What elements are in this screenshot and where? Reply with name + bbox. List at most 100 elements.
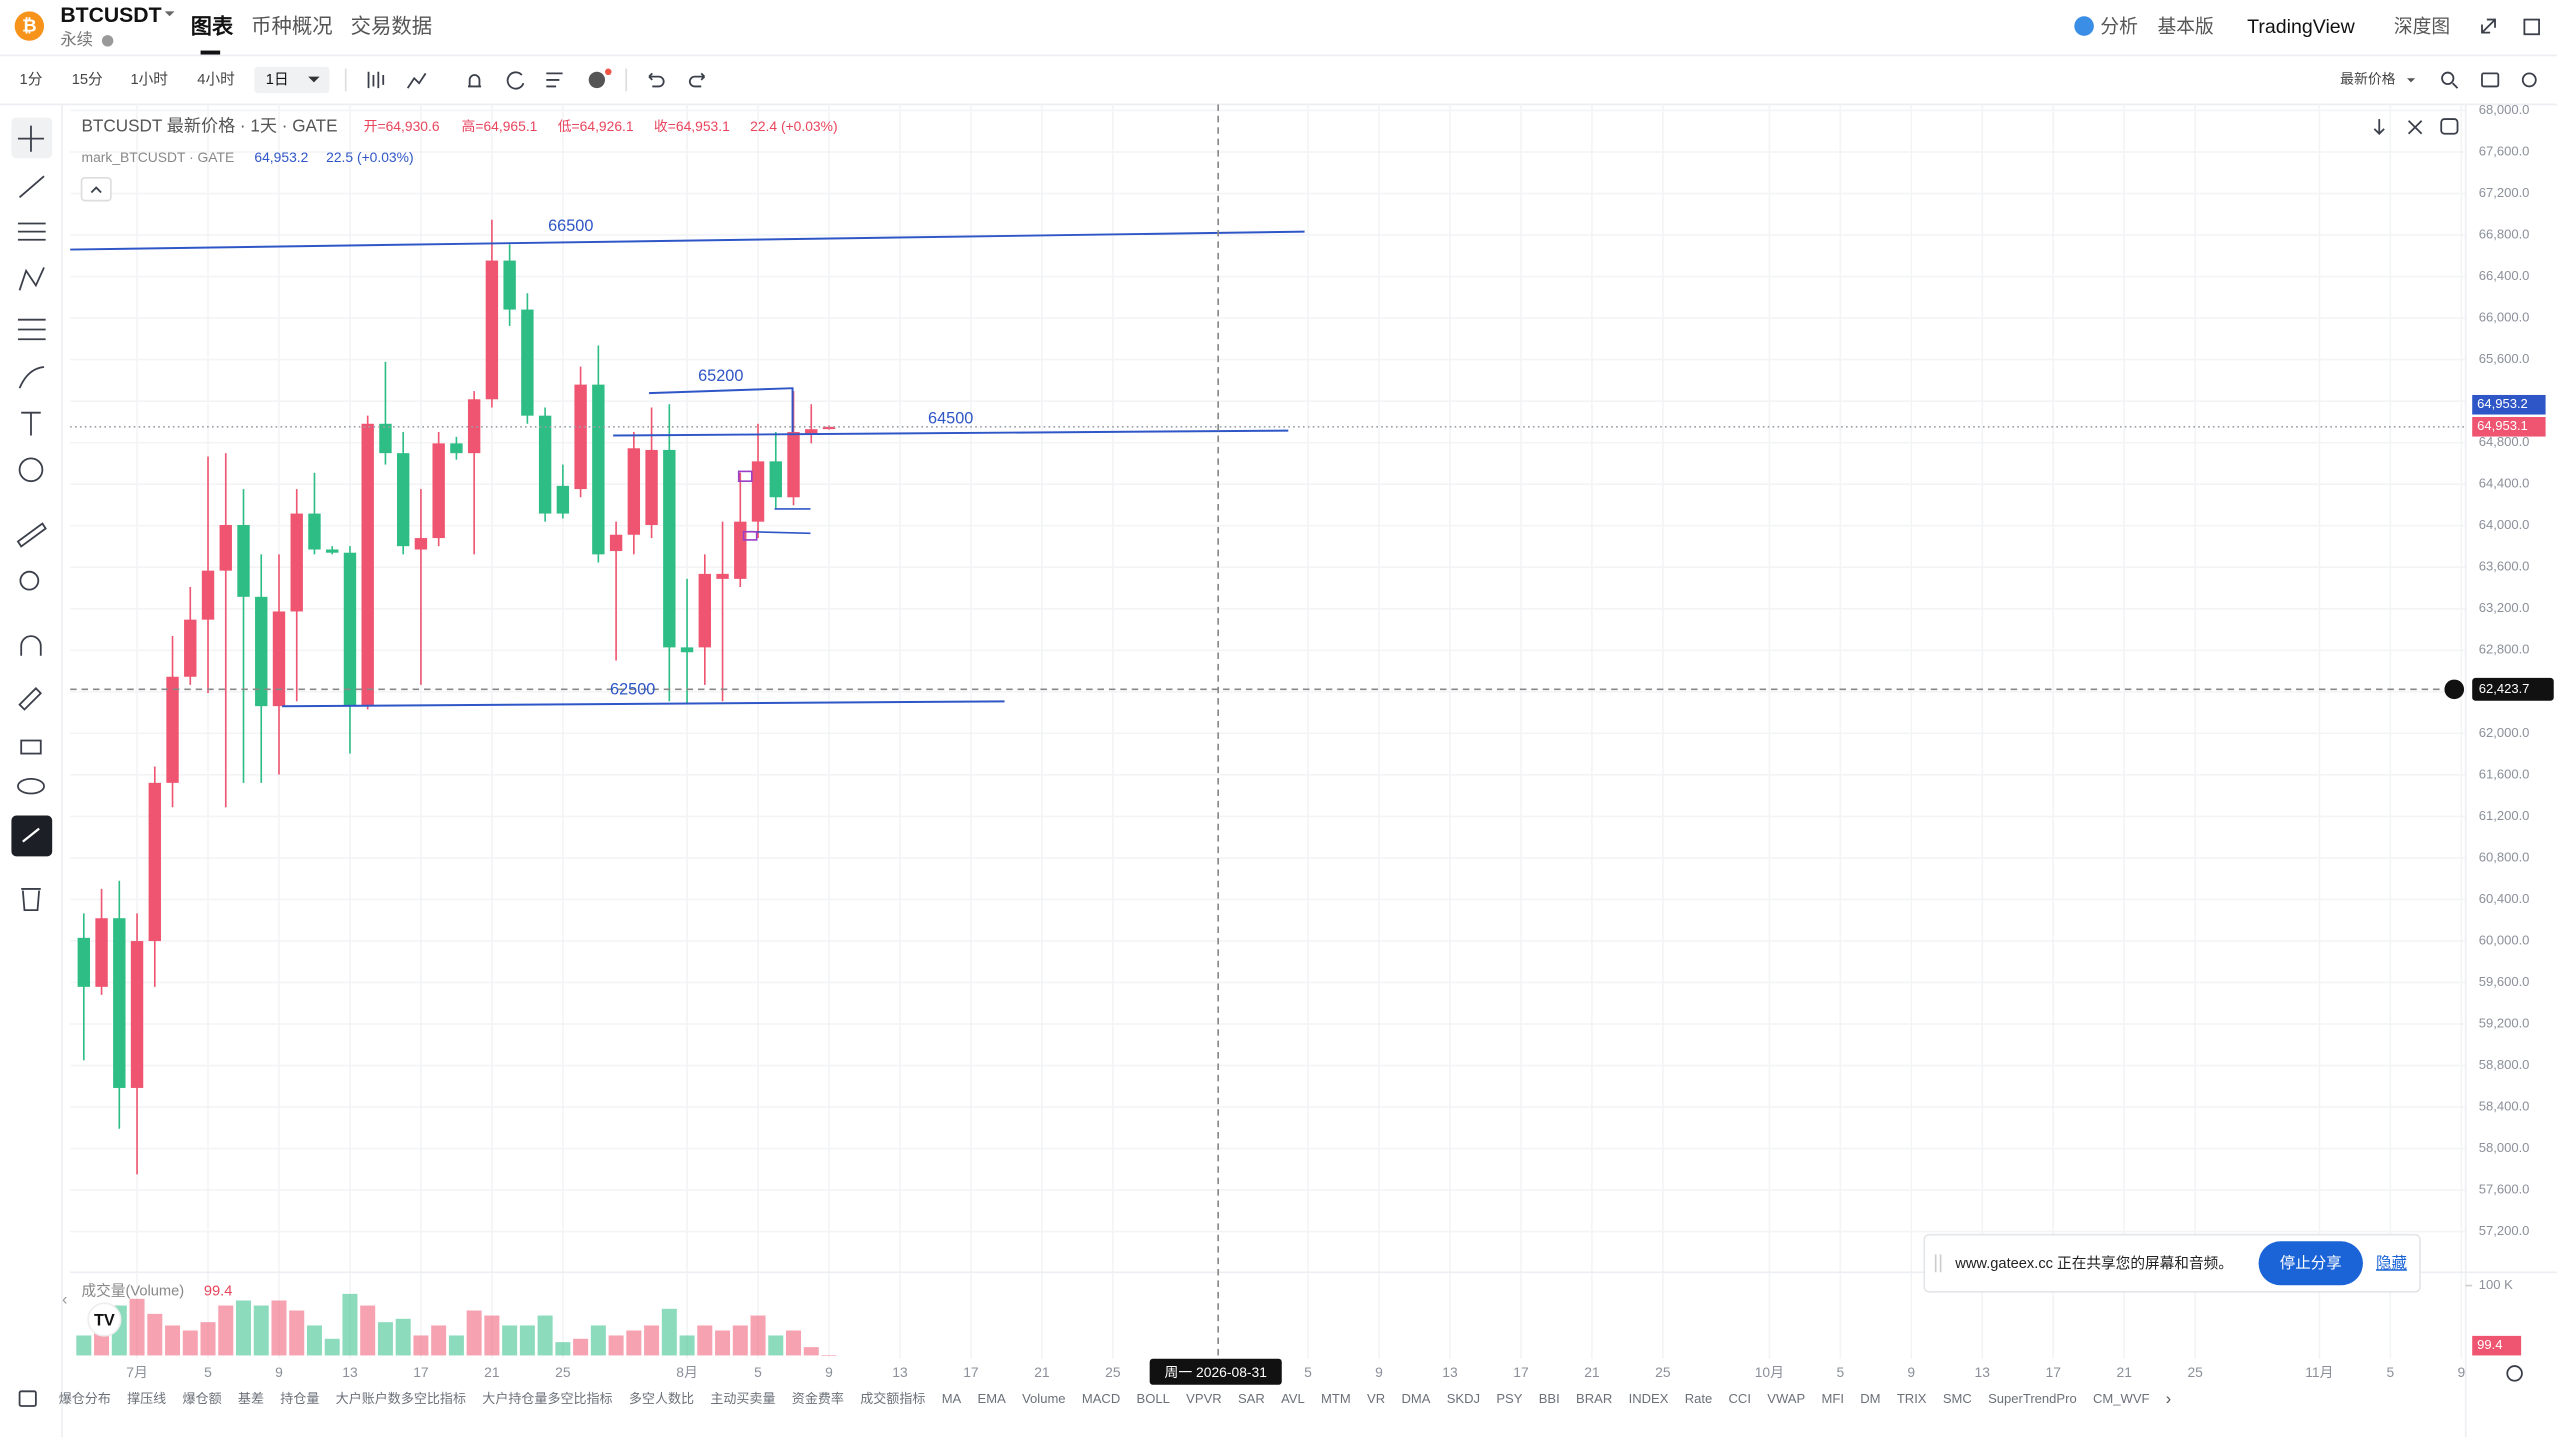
indicator[interactable]: MFI bbox=[1822, 1391, 1844, 1406]
indicator[interactable]: BOLL bbox=[1137, 1391, 1170, 1406]
indicator[interactable]: 成交额指标 bbox=[860, 1391, 925, 1406]
drawn-line[interactable] bbox=[613, 429, 1289, 437]
drawn-line[interactable] bbox=[750, 530, 811, 535]
search-icon[interactable] bbox=[2441, 71, 2455, 85]
indicator-icon[interactable] bbox=[406, 72, 427, 89]
indicator[interactable]: CM_WVF bbox=[2093, 1391, 2149, 1406]
indicator[interactable]: SuperTrendPro bbox=[1988, 1391, 2077, 1406]
drawn-line[interactable] bbox=[649, 387, 794, 433]
calendar-icon[interactable] bbox=[18, 1390, 37, 1407]
tab[interactable]: 交易数据 bbox=[351, 15, 433, 38]
header-link[interactable]: TradingView bbox=[2247, 16, 2356, 38]
brush-tool[interactable] bbox=[18, 366, 45, 389]
alert-icon[interactable] bbox=[468, 74, 482, 88]
hide-link[interactable]: 隐藏 bbox=[2376, 1254, 2407, 1272]
indicator[interactable]: 爆仓分布 bbox=[59, 1391, 111, 1406]
link-tool[interactable] bbox=[11, 815, 53, 857]
crosshair-tool[interactable] bbox=[17, 125, 45, 152]
indicator[interactable]: 资金费率 bbox=[792, 1391, 844, 1406]
indicator[interactable]: 多空人数比 bbox=[629, 1391, 694, 1406]
fib-tool[interactable] bbox=[17, 222, 46, 241]
indicator[interactable]: INDEX bbox=[1629, 1391, 1669, 1406]
header-link[interactable]: 分析 bbox=[2100, 16, 2137, 37]
indicator[interactable]: EMA bbox=[978, 1391, 1007, 1406]
camera-icon[interactable] bbox=[2481, 72, 2500, 88]
indicator[interactable]: CCI bbox=[1729, 1391, 1751, 1406]
indicator[interactable]: 持仓量 bbox=[280, 1391, 319, 1406]
emoji-tool[interactable] bbox=[18, 457, 44, 483]
indicator[interactable]: 爆仓额 bbox=[183, 1391, 222, 1406]
interval[interactable]: 1日 bbox=[266, 72, 289, 88]
symbol-caret[interactable] bbox=[164, 11, 175, 17]
template-icon[interactable] bbox=[546, 72, 563, 88]
add-icon[interactable] bbox=[588, 71, 606, 89]
symbol[interactable]: BTCUSDT bbox=[60, 4, 161, 27]
header-link[interactable]: 基本版 bbox=[2157, 16, 2213, 37]
drawn-line[interactable] bbox=[282, 700, 1005, 708]
indicator[interactable]: SMC bbox=[1943, 1391, 1972, 1406]
price-type-caret[interactable] bbox=[2406, 78, 2416, 83]
indicator[interactable]: 大户账户数多空比指标 bbox=[336, 1391, 466, 1406]
tab[interactable]: 币种概况 bbox=[251, 15, 333, 38]
forecast-tool[interactable] bbox=[17, 318, 46, 341]
indicator[interactable]: MACD bbox=[1082, 1391, 1120, 1406]
indicator-more[interactable]: › bbox=[2166, 1390, 2171, 1408]
redo-icon[interactable] bbox=[688, 72, 706, 88]
collapse-button[interactable] bbox=[80, 176, 112, 202]
header-link[interactable]: 深度图 bbox=[2394, 16, 2450, 37]
lock-tool[interactable] bbox=[20, 739, 42, 755]
interval[interactable]: 1小时 bbox=[130, 71, 168, 88]
crosshair-add-icon[interactable] bbox=[2444, 679, 2465, 700]
lock-draw-tool[interactable] bbox=[18, 687, 43, 711]
undo-icon[interactable] bbox=[648, 72, 665, 88]
tab[interactable]: 图表 bbox=[191, 14, 234, 38]
drag-handle[interactable] bbox=[1934, 1254, 1942, 1273]
indicator[interactable]: TRIX bbox=[1897, 1391, 1927, 1406]
indicator[interactable]: 大户持仓量多空比指标 bbox=[482, 1391, 612, 1406]
replay-icon[interactable] bbox=[506, 71, 525, 90]
scroll-icon[interactable] bbox=[2373, 119, 2385, 136]
pattern-tool[interactable] bbox=[18, 267, 45, 291]
drawn-box[interactable] bbox=[737, 470, 753, 482]
indicator[interactable]: Volume bbox=[1022, 1391, 1065, 1406]
ruler-tool[interactable] bbox=[16, 522, 47, 548]
drawn-line[interactable] bbox=[70, 230, 1305, 251]
magnet-tool[interactable] bbox=[20, 635, 42, 656]
drawn-box[interactable] bbox=[742, 530, 758, 541]
info-icon[interactable] bbox=[101, 35, 114, 47]
interval[interactable]: 4小时 bbox=[197, 71, 235, 88]
indicator[interactable]: 撑压线 bbox=[127, 1391, 166, 1406]
indicator[interactable]: Rate bbox=[1685, 1391, 1713, 1406]
indicator[interactable]: VWAP bbox=[1767, 1391, 1805, 1406]
reset-icon[interactable] bbox=[2440, 118, 2459, 135]
indicator[interactable]: SAR bbox=[1238, 1391, 1265, 1406]
legend-arrow[interactable]: ‹ bbox=[62, 1290, 67, 1308]
zoom-tool[interactable] bbox=[19, 570, 40, 591]
window-icon[interactable] bbox=[2523, 18, 2540, 36]
candle-type-icon[interactable] bbox=[367, 71, 385, 89]
tv-logo[interactable] bbox=[87, 1302, 122, 1337]
interval[interactable]: 15分 bbox=[72, 71, 103, 88]
indicator[interactable]: PSY bbox=[1496, 1391, 1522, 1406]
indicator[interactable]: DM bbox=[1860, 1391, 1880, 1406]
indicator[interactable]: BBI bbox=[1539, 1391, 1560, 1406]
collapse-icon[interactable] bbox=[2407, 120, 2423, 135]
indicator[interactable]: VPVR bbox=[1186, 1391, 1221, 1406]
fullscreen-icon[interactable] bbox=[2481, 18, 2496, 34]
indicator[interactable]: DMA bbox=[1401, 1391, 1430, 1406]
indicator[interactable]: AVL bbox=[1281, 1391, 1305, 1406]
indicator[interactable]: MTM bbox=[1321, 1391, 1351, 1406]
indicator[interactable]: VR bbox=[1367, 1391, 1385, 1406]
delete-tool[interactable] bbox=[21, 888, 41, 912]
interval[interactable]: 1分 bbox=[20, 71, 43, 88]
hide-tool[interactable] bbox=[17, 777, 45, 795]
axis-settings-icon[interactable] bbox=[2506, 1365, 2523, 1382]
indicator[interactable]: 主动买卖量 bbox=[710, 1391, 775, 1406]
indicator[interactable]: SKDJ bbox=[1447, 1391, 1480, 1406]
indicator[interactable]: 基差 bbox=[238, 1391, 264, 1406]
text-tool[interactable] bbox=[21, 411, 41, 436]
price-type[interactable]: 最新价格 bbox=[2340, 71, 2396, 87]
trendline-tool[interactable] bbox=[18, 175, 45, 199]
stop-share-button[interactable] bbox=[2258, 1241, 2363, 1286]
indicator[interactable]: BRAR bbox=[1576, 1391, 1612, 1406]
